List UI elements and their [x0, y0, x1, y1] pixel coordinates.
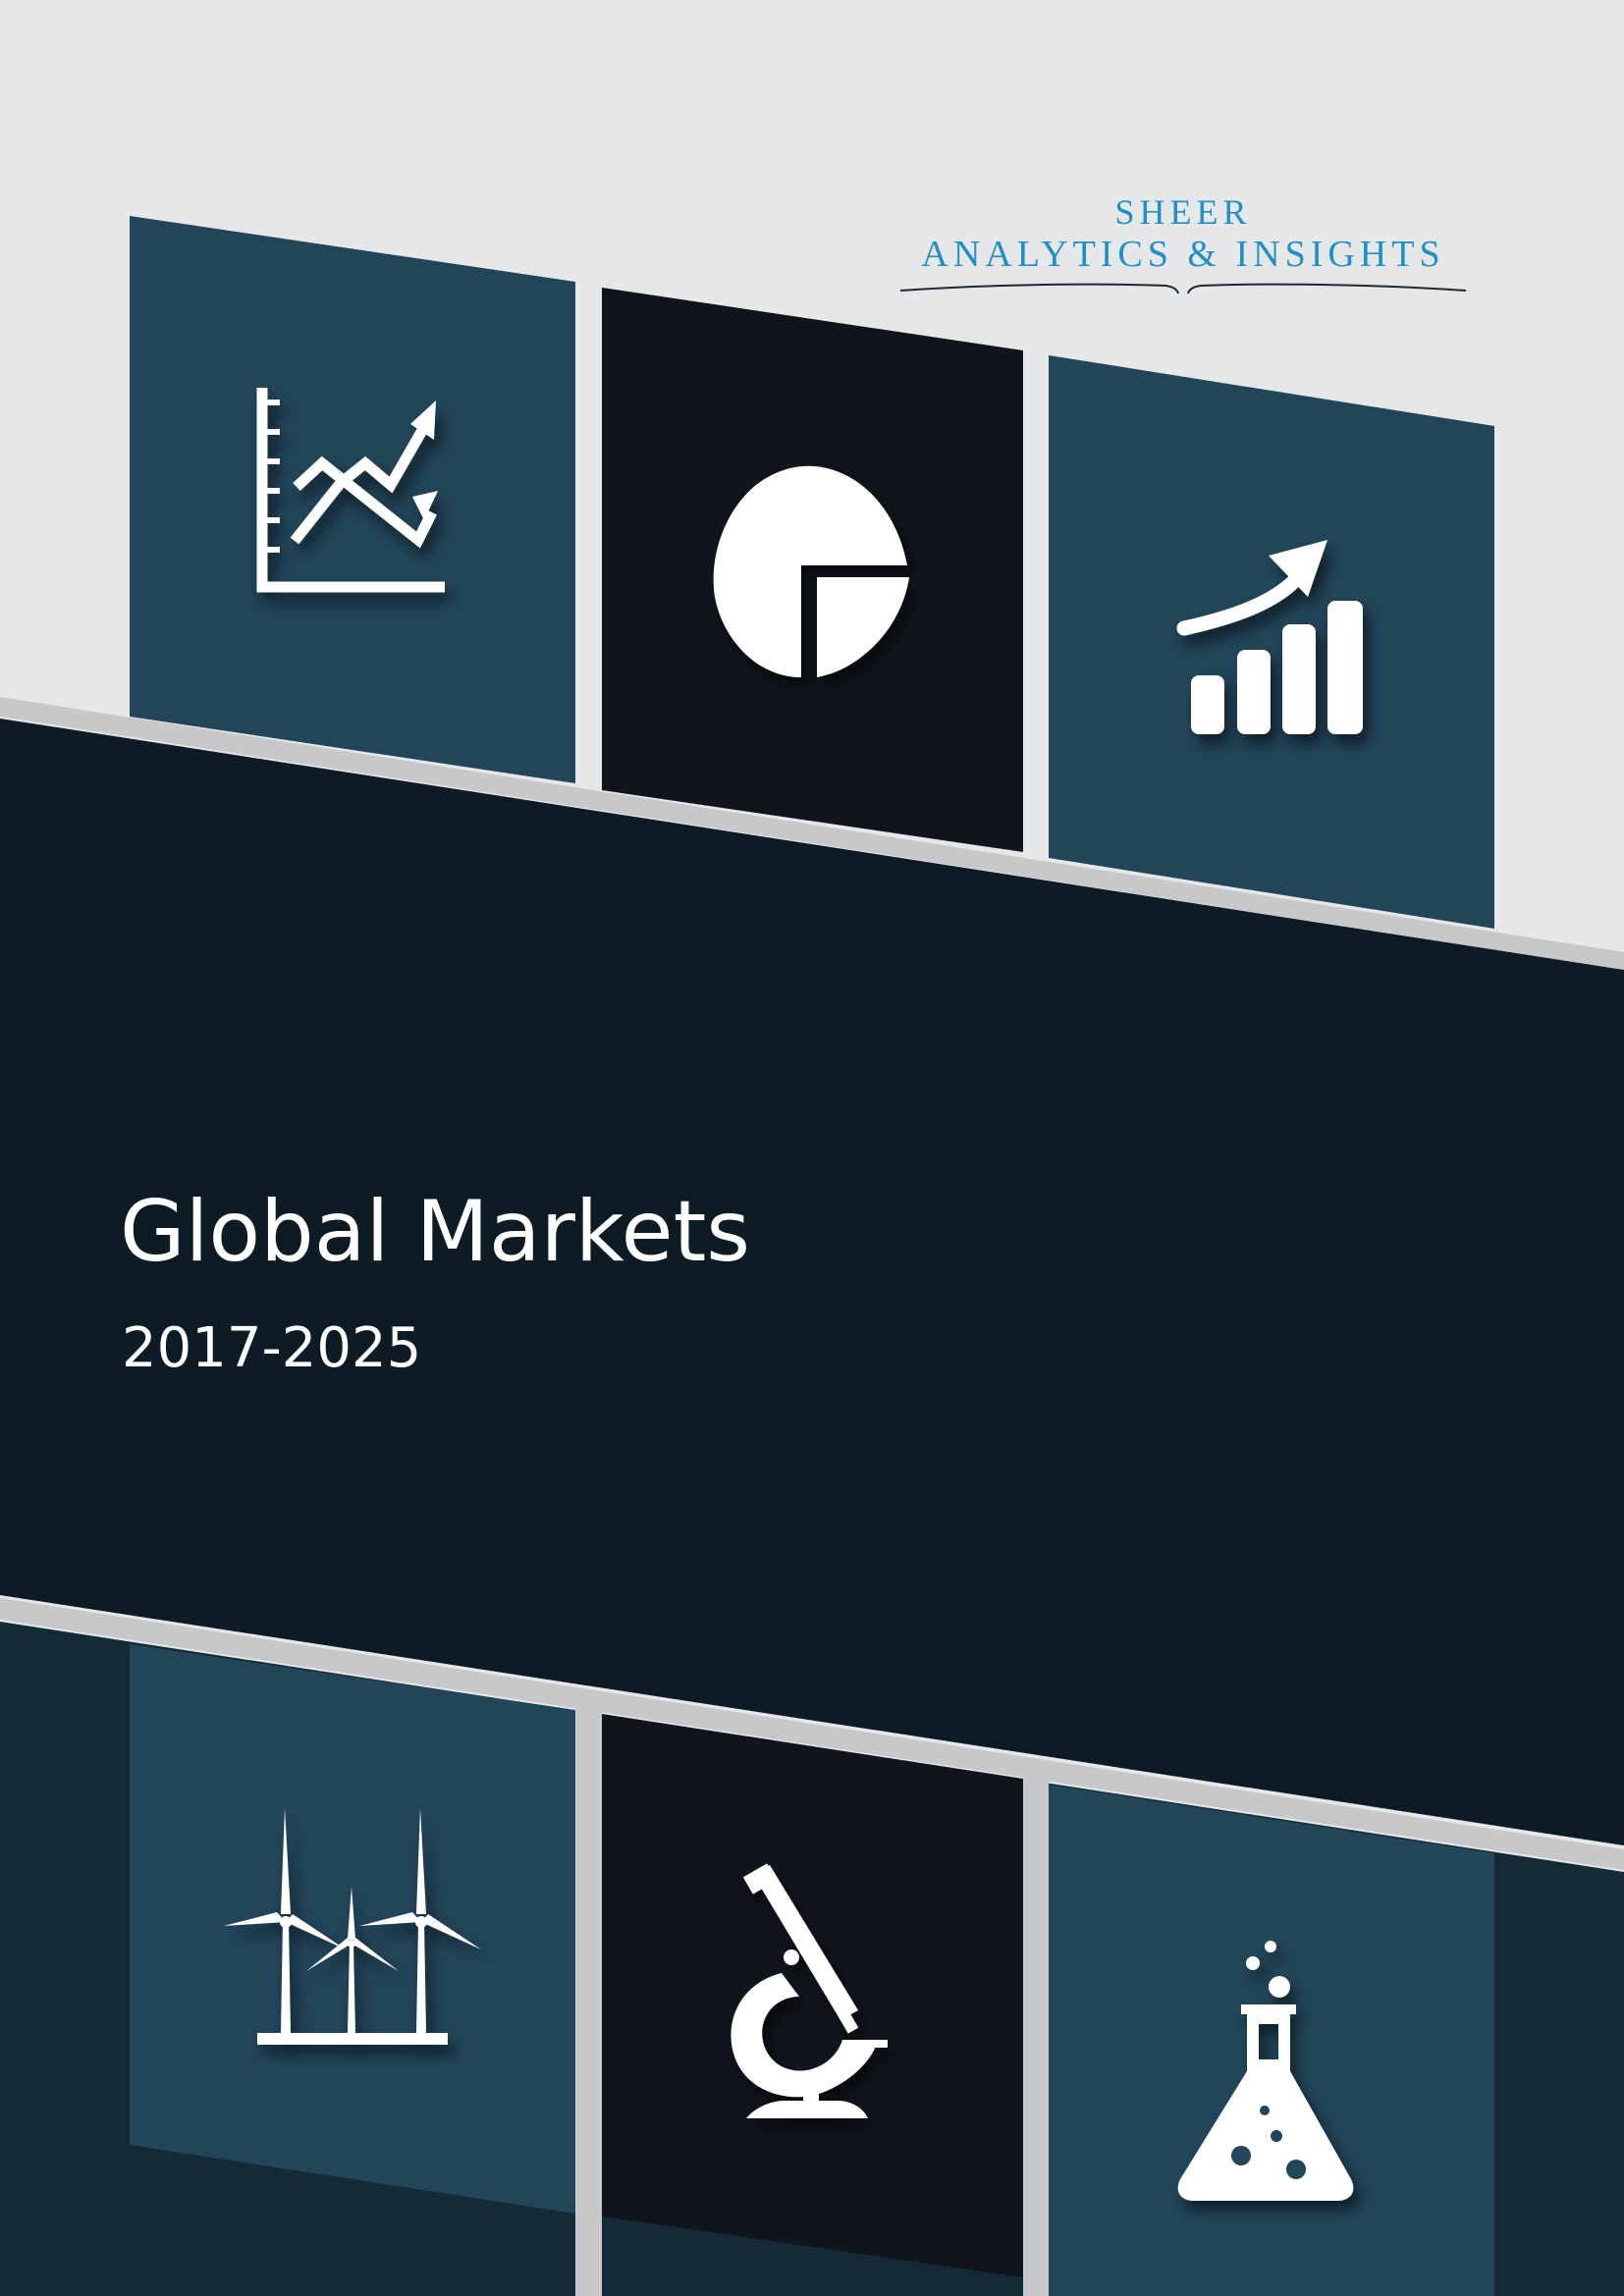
wind-turbines-icon — [224, 1808, 481, 2045]
cover-title: Global Markets — [120, 1183, 751, 1281]
main-band-divider-top — [0, 697, 1624, 970]
top-panel-right — [1049, 355, 1494, 929]
logo-swoosh-icon — [899, 283, 1467, 294]
microscope-icon — [731, 1863, 888, 2118]
logo-line-analytics: ANALYTICS & INSIGHTS — [921, 234, 1445, 275]
bottom-panel-right — [1049, 1785, 1494, 2296]
bottom-divider-left — [575, 1699, 602, 2296]
top-panel-left — [130, 216, 575, 783]
main-title-band — [0, 719, 1624, 1845]
cover-years: 2017-2025 — [122, 1316, 422, 1380]
brand-logo: SHEER ANALYTICS & INSIGHTS — [898, 191, 1468, 295]
main-band-divider-bottom — [0, 1598, 1624, 1870]
flask-icon — [1177, 1941, 1354, 2201]
top-panel-center — [602, 288, 1023, 852]
bar-growth-icon — [1176, 540, 1363, 734]
pie-chart-icon — [713, 465, 909, 677]
bottom-panel-center — [602, 1714, 1023, 2277]
logo-line-sheer: SHEER — [1114, 192, 1252, 232]
line-chart-icon — [256, 388, 445, 593]
bottom-divider-right — [1023, 1767, 1049, 2296]
